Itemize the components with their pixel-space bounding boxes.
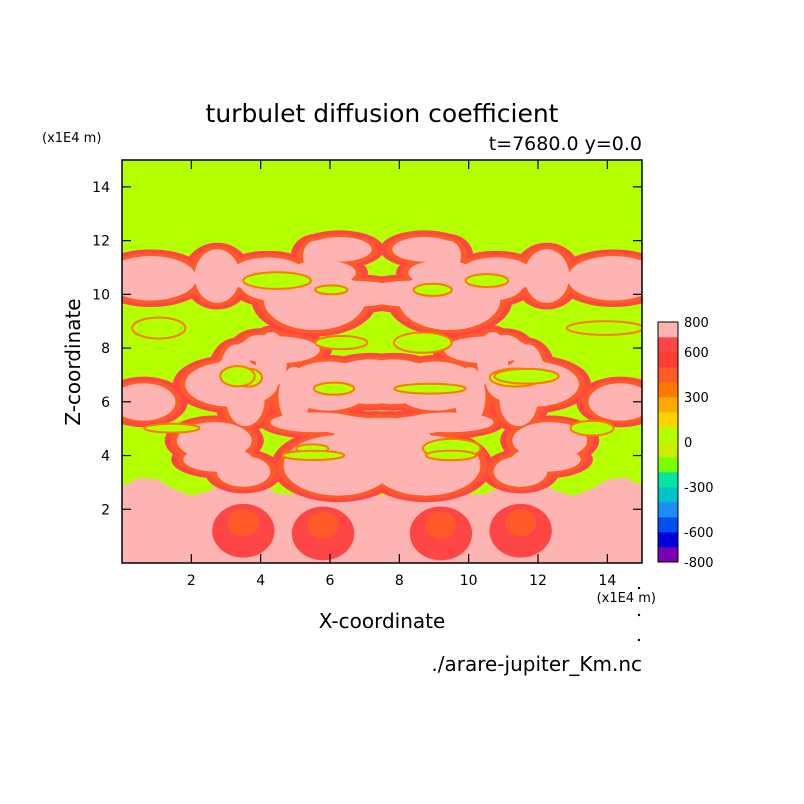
- contour-streak: [392, 331, 453, 354]
- contour-streak: [143, 422, 201, 434]
- x-tick-label: 6: [326, 573, 335, 589]
- contour-streak: [280, 449, 346, 461]
- colorbar-frame: [657, 321, 679, 563]
- colorbar-cell: [658, 472, 678, 488]
- contour-streak: [565, 320, 642, 336]
- contour-blob: [360, 280, 466, 307]
- y-tick-label: 6: [101, 395, 110, 411]
- colorbar-cell: [658, 427, 678, 443]
- y-tick-label: 14: [92, 180, 110, 196]
- colorbar: 800 600 300 0 -300 -600 -800: [657, 316, 714, 571]
- contour-streak: [412, 282, 453, 297]
- y-unit-label: (x1E4 m): [42, 131, 101, 146]
- colorbar-cell: [658, 502, 678, 518]
- y-tick-label: 8: [101, 341, 110, 357]
- colorbar-cell: [658, 337, 678, 353]
- contour-plume-core: [425, 511, 457, 539]
- tick-dot: [637, 586, 641, 642]
- contour-streak: [312, 381, 356, 396]
- y-tick-label: 12: [92, 234, 110, 250]
- contour-streak: [493, 367, 560, 385]
- y-axis-label: Z-coordinate: [61, 298, 85, 425]
- colorbar-cell: [658, 412, 678, 428]
- colorbar-label: 0: [684, 436, 692, 451]
- plot-frame: [121, 159, 643, 564]
- colorbar-cell: [658, 517, 678, 533]
- contour-blob: [436, 240, 462, 272]
- contour-streak: [464, 273, 510, 289]
- contour-plume-core: [505, 509, 537, 537]
- colorbar-label: -300: [684, 481, 714, 496]
- colorbar-label: -800: [684, 556, 714, 571]
- y-tick-label: 4: [101, 449, 110, 465]
- colorbar-cell: [658, 457, 678, 473]
- x-tick-label: 4: [256, 573, 265, 589]
- x-axis-label: X-coordinate: [319, 609, 446, 633]
- contour-blob: [512, 422, 588, 460]
- contour-plume-core: [307, 511, 339, 539]
- colorbar-label: 300: [684, 391, 709, 406]
- contour-streak: [131, 316, 187, 340]
- contour-blob: [567, 256, 642, 301]
- colorbar-label: 600: [684, 346, 709, 361]
- contour-blob: [234, 336, 320, 364]
- colorbar-label: 800: [684, 316, 709, 331]
- contour-blob: [444, 336, 530, 364]
- colorbar-label: -600: [684, 526, 714, 541]
- contour-streak: [219, 365, 256, 388]
- contour-blob: [302, 240, 328, 272]
- contour-blob: [270, 412, 362, 433]
- colorbar-cell: [658, 352, 678, 368]
- colorbar-cell: [658, 367, 678, 383]
- contour-streak: [393, 382, 467, 395]
- source-file-label: ./arare-jupiter_Km.nc: [431, 652, 642, 676]
- contour-blob: [588, 383, 642, 421]
- y-tick-label: 10: [92, 287, 110, 303]
- y-tick-label: 2: [101, 502, 110, 518]
- contour-streak: [424, 449, 477, 462]
- x-tick-label: 12: [529, 573, 547, 589]
- colorbar-cell: [658, 397, 678, 413]
- colorbar-cell: [658, 547, 678, 563]
- contour-blob: [122, 383, 176, 421]
- chart-title: turbulet diffusion coefficient: [206, 99, 559, 128]
- contour-blob: [493, 456, 548, 487]
- contour-streak: [242, 271, 312, 290]
- contour-plume-core: [227, 509, 259, 537]
- plot-area: [122, 160, 642, 563]
- contour-streak: [569, 419, 615, 437]
- contour-blob: [344, 417, 433, 465]
- x-tick-label: 14: [598, 573, 616, 589]
- colorbar-cell: [658, 442, 678, 458]
- contour-blob: [194, 249, 240, 303]
- x-tick-label: 10: [460, 573, 478, 589]
- colorbar-cell: [658, 322, 678, 338]
- chart-subtitle: t=7680.0 y=0.0: [489, 133, 642, 155]
- colorbar-cell: [658, 382, 678, 398]
- x-tick-label: 2: [187, 573, 196, 589]
- contour-blob: [122, 256, 197, 301]
- x-tick-label: 8: [395, 573, 404, 589]
- contour-streak: [314, 335, 369, 351]
- colorbar-cell: [658, 487, 678, 503]
- contour-streak: [314, 284, 349, 296]
- contour-blob: [216, 456, 271, 487]
- contour-blob: [524, 249, 570, 303]
- x-unit-label: (x1E4 m): [597, 591, 656, 606]
- colorbar-cell: [658, 532, 678, 548]
- contour-blob: [402, 412, 494, 433]
